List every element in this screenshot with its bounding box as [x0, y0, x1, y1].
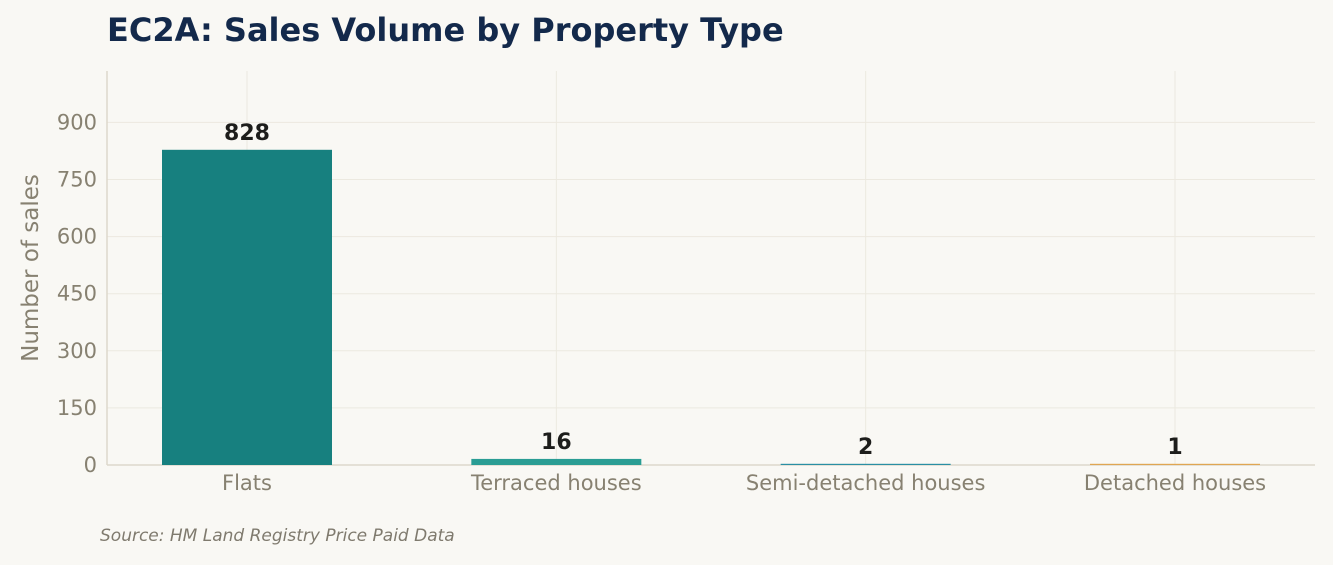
- x-tick-label: Terraced houses: [470, 471, 642, 495]
- x-tick-label: Detached houses: [1084, 471, 1266, 495]
- y-tick-label: 900: [57, 110, 97, 134]
- bar-value-label: 1: [1167, 435, 1182, 460]
- y-axis-label: Number of sales: [18, 174, 44, 362]
- y-tick-label: 150: [57, 396, 97, 420]
- bar-value-label: 828: [224, 121, 270, 146]
- category-labels: Flats Terraced houses Semi-detached houses…: [222, 471, 1266, 495]
- bar-value-label: 16: [541, 430, 572, 455]
- y-tick-label: 450: [57, 282, 97, 306]
- y-tick-label: 300: [57, 339, 97, 363]
- y-tick-label: 0: [84, 453, 97, 477]
- y-tick-label: 600: [57, 225, 97, 249]
- x-tick-label: Flats: [222, 471, 272, 495]
- bar-value-label: 2: [858, 435, 873, 460]
- y-tick-label: 750: [57, 167, 97, 191]
- bars: [162, 149, 1260, 466]
- bar-terraced-houses: [471, 458, 642, 465]
- chart-title: EC2A: Sales Volume by Property Type: [107, 11, 784, 49]
- bar-semi-detached-houses: [780, 463, 951, 465]
- x-tick-label: Semi-detached houses: [746, 471, 986, 495]
- value-labels: 828 16 2 1: [224, 121, 1183, 460]
- bar-detached-houses: [1090, 463, 1260, 465]
- y-tick-labels: 0 150 300 450 600 750 900: [57, 110, 97, 477]
- source-note: Source: HM Land Registry Price Paid Data: [100, 526, 455, 546]
- bar-flats: [162, 149, 332, 466]
